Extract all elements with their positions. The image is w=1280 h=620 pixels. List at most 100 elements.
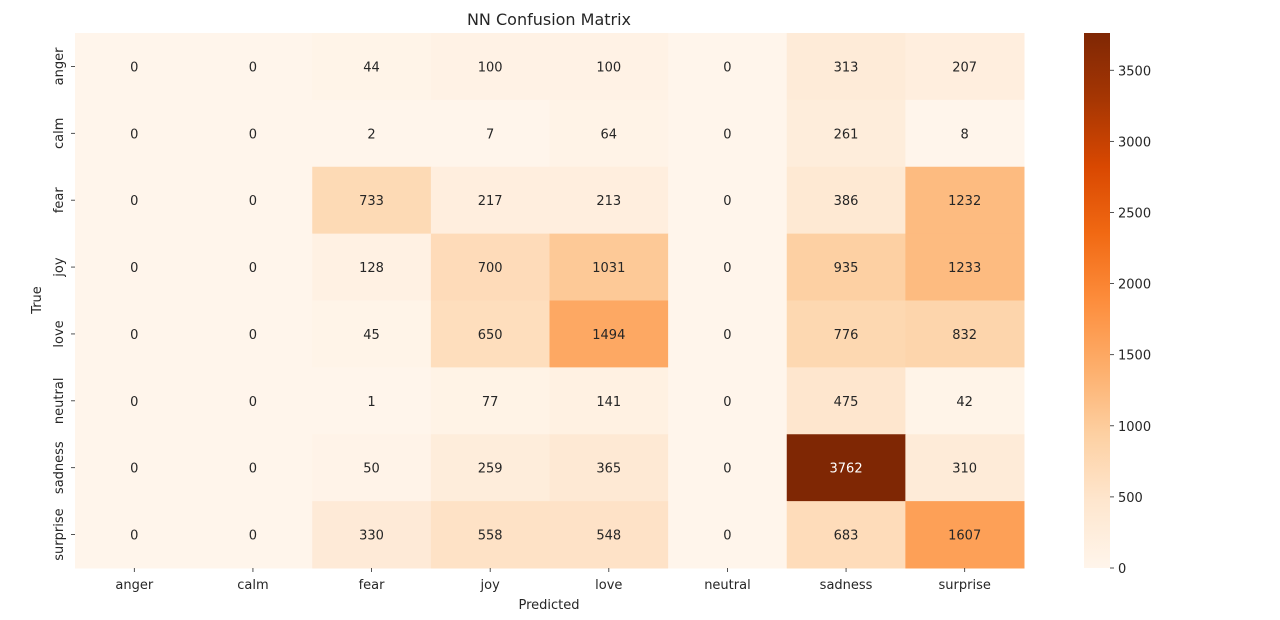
- heatmap-cell: [193, 434, 313, 502]
- colorbar-tick-label: 1000: [1118, 420, 1151, 435]
- heatmap-cell: [549, 434, 669, 502]
- heatmap-cell: [668, 434, 788, 502]
- y-tick-label: anger: [52, 47, 67, 85]
- cell-value-label: 0: [249, 529, 257, 544]
- cell-value-label: 0: [723, 261, 731, 276]
- y-tick-label: calm: [52, 118, 67, 149]
- heatmap-cell: [549, 367, 669, 435]
- heatmap-cell: [193, 166, 313, 235]
- heatmap-cell: [905, 501, 1025, 569]
- heatmap-cell: [905, 233, 1025, 301]
- heatmap-cell: [549, 99, 669, 168]
- heatmap-cell: [430, 367, 550, 435]
- cell-value-label: 213: [596, 194, 621, 209]
- heatmap-cell: [430, 166, 550, 235]
- cell-value-label: 1494: [592, 328, 625, 343]
- cell-value-label: 0: [130, 261, 138, 276]
- cell-value-label: 261: [834, 127, 859, 142]
- heatmap-cell: [75, 33, 195, 101]
- cell-value-label: 42: [956, 395, 973, 410]
- x-tick-label: calm: [237, 578, 268, 593]
- cell-value-label: 0: [130, 395, 138, 410]
- heatmap-cell: [75, 99, 195, 168]
- cell-value-label: 3762: [830, 462, 863, 477]
- heatmap-cell: [549, 501, 669, 569]
- cell-value-label: 77: [482, 395, 499, 410]
- heatmap-cell: [193, 33, 313, 101]
- cell-value-label: 1607: [948, 529, 981, 544]
- heatmap-cell: [75, 300, 195, 368]
- cell-value-label: 558: [478, 529, 503, 544]
- heatmap-cell: [786, 33, 906, 101]
- cell-value-label: 141: [596, 395, 621, 410]
- colorbar-tick-label: 3000: [1118, 135, 1151, 150]
- heatmap-cell: [75, 166, 195, 235]
- chart-title: NN Confusion Matrix: [467, 10, 631, 29]
- cell-value-label: 1232: [948, 194, 981, 209]
- heatmap-cell: [905, 99, 1025, 168]
- cell-value-label: 0: [723, 127, 731, 142]
- cell-value-label: 313: [834, 60, 859, 75]
- heatmap-cell: [312, 166, 432, 235]
- heatmap-cell: [905, 33, 1025, 101]
- heatmap-cell: [549, 233, 669, 301]
- heatmap-cell: [75, 501, 195, 569]
- heatmap-cell: [430, 233, 550, 301]
- cell-value-label: 776: [834, 328, 859, 343]
- cell-value-label: 0: [130, 462, 138, 477]
- cell-value-label: 0: [130, 194, 138, 209]
- x-tick-label: fear: [359, 578, 386, 593]
- cell-value-label: 44: [363, 60, 380, 75]
- cell-value-label: 0: [130, 127, 138, 142]
- colorbar-tick-label: 2000: [1118, 278, 1151, 293]
- cell-value-label: 259: [478, 462, 503, 477]
- colorbar-tick-label: 2500: [1118, 206, 1151, 221]
- cell-value-label: 207: [952, 60, 977, 75]
- x-axis-ticks: anger calm fear joy love neutral sadness surpri…: [115, 568, 991, 593]
- heatmap-cell: [786, 300, 906, 368]
- x-tick-label: surprise: [939, 578, 991, 593]
- heatmap-cell: [786, 367, 906, 435]
- x-tick-label: anger: [115, 578, 153, 593]
- heatmap-cell: [430, 501, 550, 569]
- heatmap-cell: [668, 33, 788, 101]
- heatmap-cell: [312, 434, 432, 502]
- cell-value-label: 310: [952, 462, 977, 477]
- cell-value-label: 365: [596, 462, 621, 477]
- colorbar-tick-label: 1500: [1118, 349, 1151, 364]
- heatmap-cell: [549, 33, 669, 101]
- heatmap-cell: [193, 99, 313, 168]
- cell-value-label: 330: [359, 529, 384, 544]
- heatmap-cell: [786, 233, 906, 301]
- heatmap-cell: [312, 233, 432, 301]
- y-tick-label: joy: [52, 257, 67, 278]
- y-tick-label: neutral: [52, 378, 67, 425]
- heatmap-cell: [193, 367, 313, 435]
- colorbar-tick-label: 0: [1118, 562, 1126, 577]
- cell-value-label: 548: [596, 529, 621, 544]
- heatmap-cell: [312, 367, 432, 435]
- cell-value-label: 0: [723, 60, 731, 75]
- heatmap-cell: [668, 233, 788, 301]
- cell-value-label: 64: [601, 127, 618, 142]
- heatmap-cell: [668, 166, 788, 235]
- cell-value-label: 100: [596, 60, 621, 75]
- cell-value-label: 0: [723, 194, 731, 209]
- heatmap-cell: [312, 33, 432, 101]
- heatmap-cell: [786, 99, 906, 168]
- cell-value-label: 475: [834, 395, 859, 410]
- cell-value-label: 0: [249, 261, 257, 276]
- cell-value-label: 700: [478, 261, 503, 276]
- heatmap-cell: [786, 166, 906, 235]
- cell-value-label: 100: [478, 60, 503, 75]
- y-tick-label: love: [52, 320, 67, 347]
- cell-value-label: 2: [367, 127, 375, 142]
- heatmap-cell: [668, 367, 788, 435]
- cell-value-label: 0: [130, 60, 138, 75]
- heatmap-cell: [905, 300, 1025, 368]
- cell-value-label: 1031: [592, 261, 625, 276]
- cell-value-label: 733: [359, 194, 384, 209]
- x-tick-label: love: [595, 578, 622, 593]
